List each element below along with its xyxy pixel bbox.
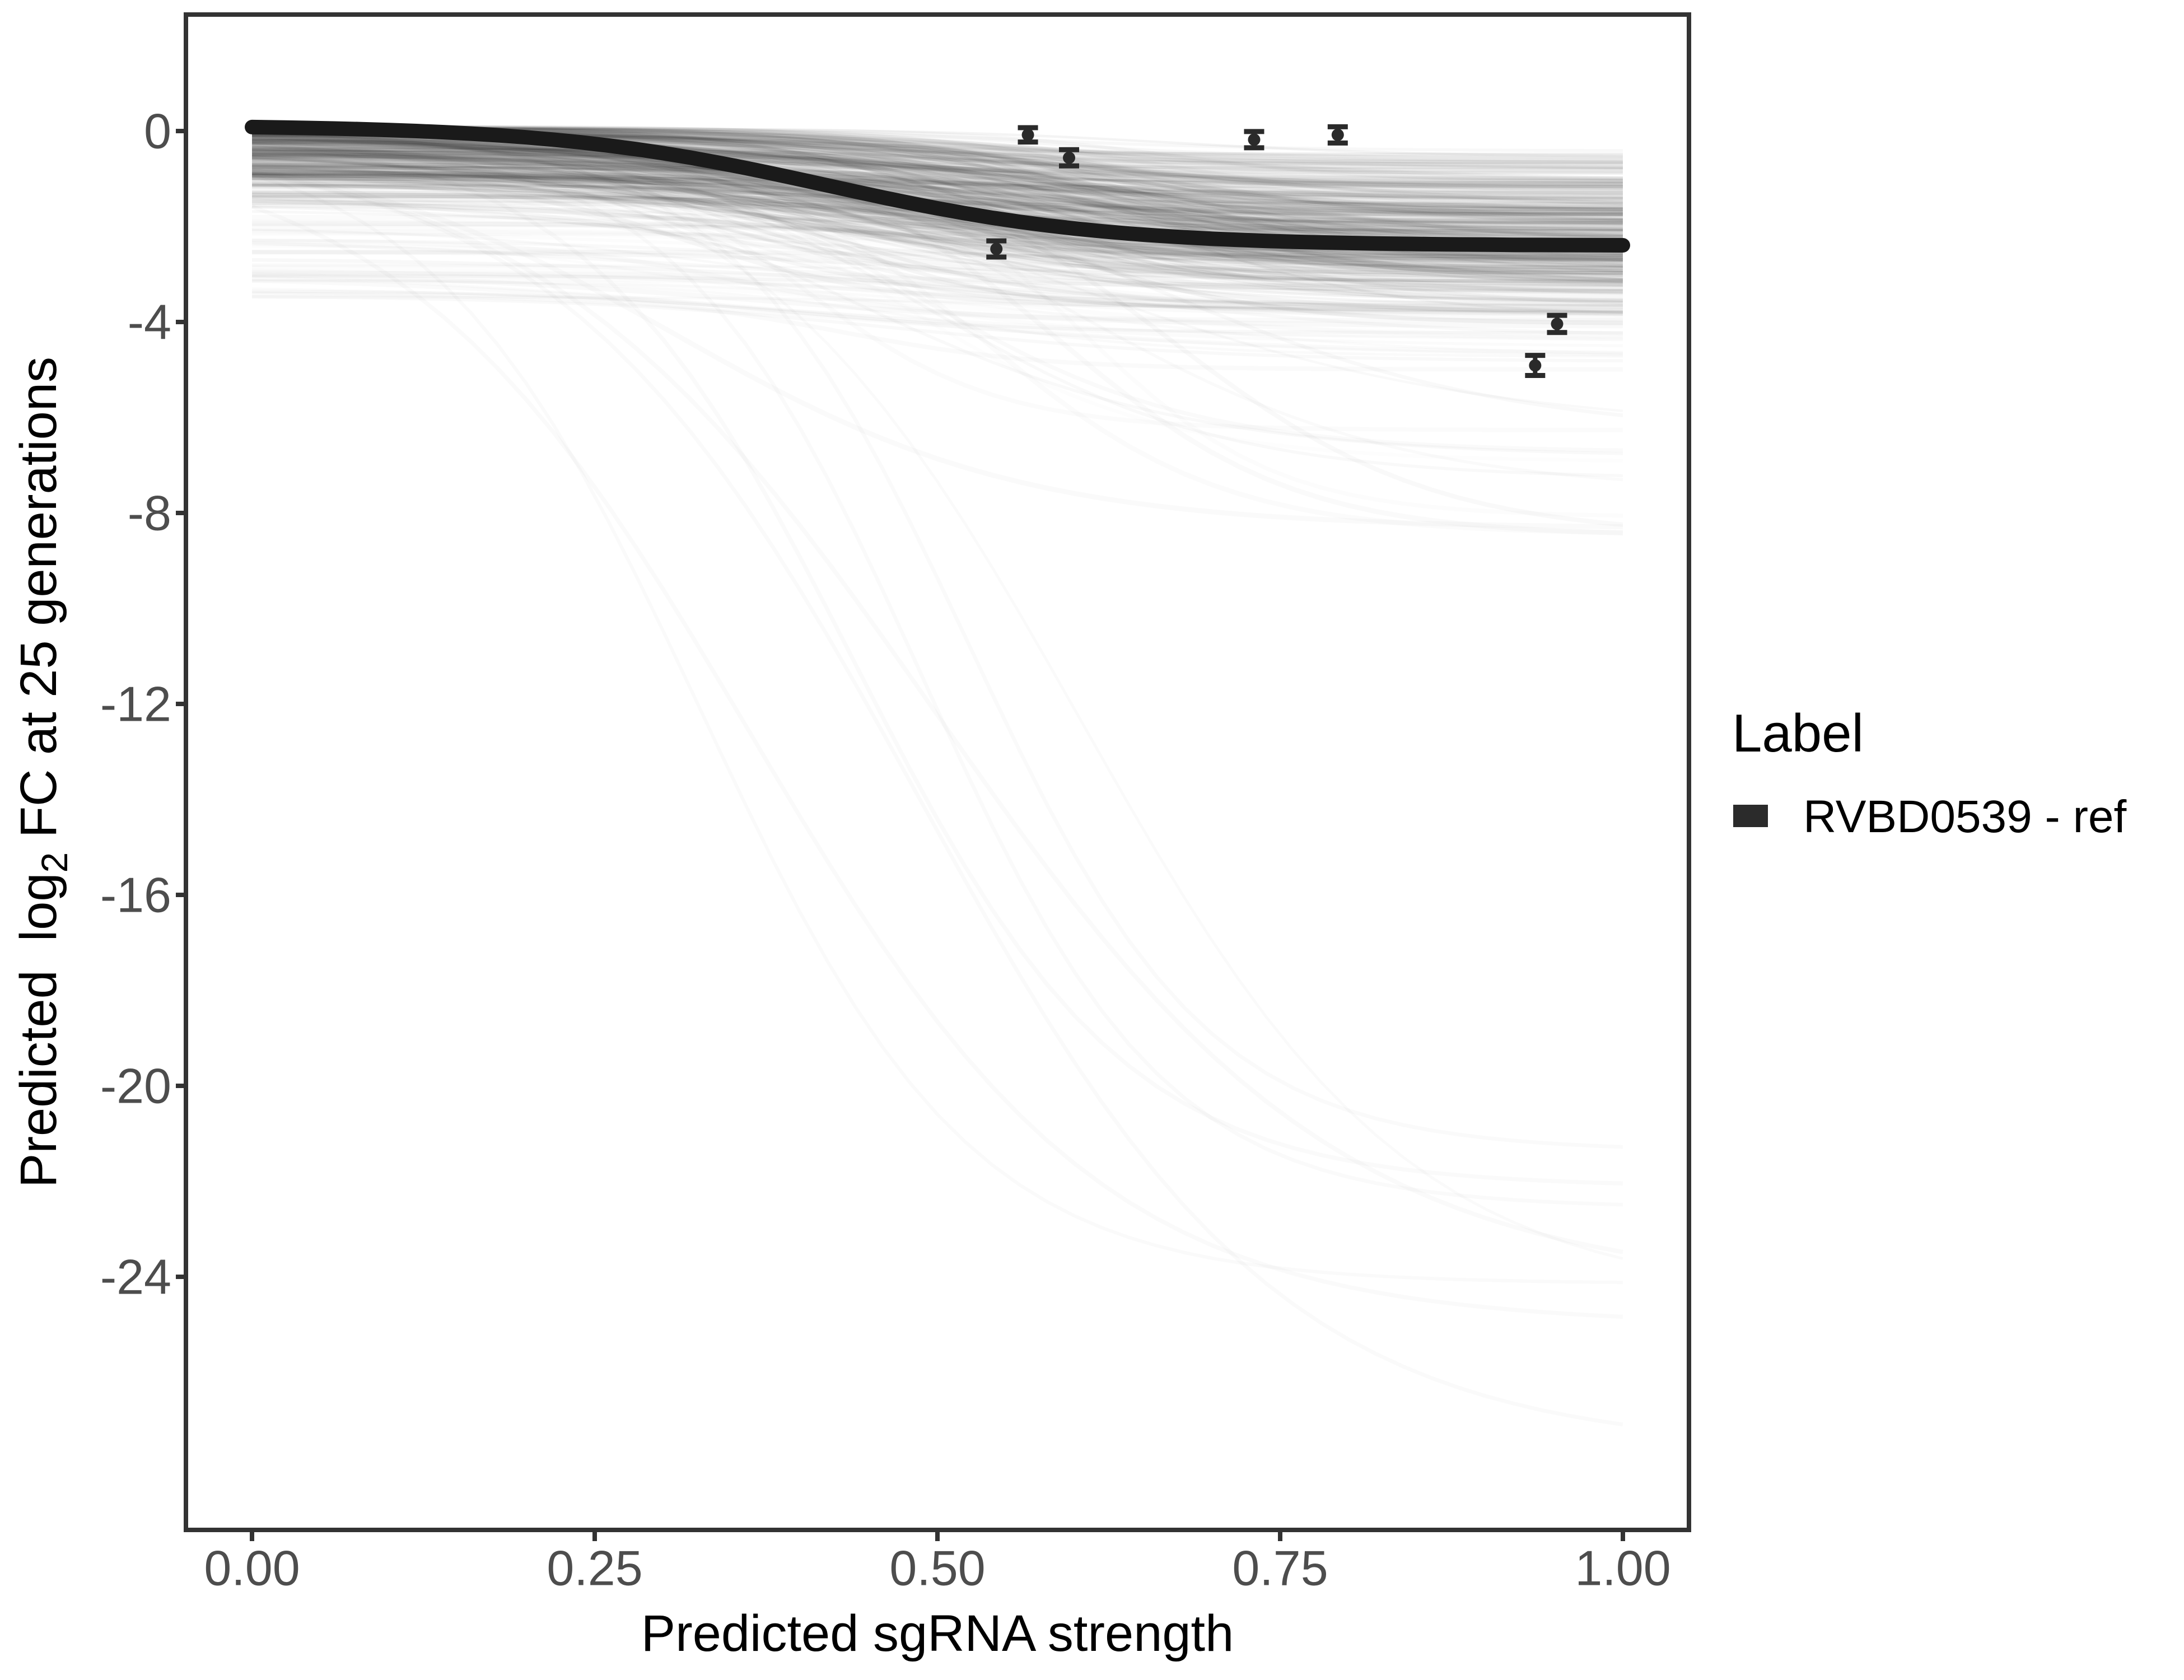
ensemble-curve <box>251 183 1623 234</box>
data-points <box>986 124 1567 378</box>
ensemble-curve <box>251 165 1623 283</box>
ensemble-curve <box>252 152 1623 195</box>
ensemble-curve <box>251 146 1623 248</box>
ensemble-curve <box>251 173 1623 207</box>
x-tick-label: 0.75 <box>1232 1541 1328 1596</box>
ensemble-curve <box>251 156 1623 287</box>
reference-curve <box>245 119 1630 253</box>
data-point-marker <box>1331 128 1344 141</box>
ensemble-curve <box>251 181 1623 239</box>
y-axis-title: Predicted log2 FC at 25 generations <box>10 357 75 1188</box>
ensemble-curve <box>251 168 1623 302</box>
data-point-marker <box>1063 151 1076 164</box>
ensemble-curve <box>251 152 1623 188</box>
ensemble-curve <box>251 150 1623 263</box>
ensemble-curve <box>251 155 1623 287</box>
error-bar-point <box>1018 125 1038 145</box>
ensemble-curve <box>251 160 1623 303</box>
data-point-marker <box>990 242 1003 255</box>
error-bar-point <box>1059 147 1080 169</box>
x-axis-title: Predicted sgRNA strength <box>641 1605 1234 1662</box>
ensemble-curve <box>251 162 1623 291</box>
y-tick-label: -4 <box>128 295 171 350</box>
y-axis-title-suffix: FC at 25 generations <box>10 357 67 852</box>
ensemble-curve <box>251 183 1623 269</box>
ensemble-curve <box>252 176 1623 325</box>
ensemble-curve <box>251 136 1623 239</box>
ensemble-curve <box>251 169 1623 282</box>
ensemble-curve <box>251 150 1623 218</box>
x-tick-label: 1.00 <box>1575 1541 1670 1596</box>
legend: Label RVBD0539 - ref <box>1732 703 2127 842</box>
ensemble-curve <box>251 176 1623 223</box>
error-bar-point <box>1525 353 1546 378</box>
y-tick-label: -12 <box>100 676 171 732</box>
y-tick-label: -20 <box>100 1058 171 1114</box>
y-tick-label: -8 <box>128 486 171 541</box>
ensemble-curve <box>252 161 1623 209</box>
data-point-marker <box>1529 359 1542 372</box>
y-tick-label: -16 <box>100 867 171 923</box>
ensemble-curve <box>251 157 1623 204</box>
y-tick-label: 0 <box>144 104 171 159</box>
x-axis: Predicted sgRNA strength 0.00 0.25 0.50 0.7… <box>204 1532 1671 1662</box>
y-axis-title-prefix: Predicted log <box>10 872 67 1188</box>
ensemble-curve <box>251 147 1623 281</box>
y-tick-label: -24 <box>100 1249 171 1305</box>
ensemble-curve <box>251 158 1623 215</box>
ensemble-curve <box>251 147 1623 184</box>
ensemble-curve <box>251 151 1623 221</box>
ensemble-curve <box>252 176 1623 214</box>
ensemble-curve <box>251 166 1623 316</box>
ensemble-curve <box>251 172 1623 273</box>
ensemble-curve <box>251 162 1623 211</box>
ensemble-curve <box>251 167 1623 239</box>
error-bar-point <box>1327 124 1348 146</box>
x-tick-label: 0.00 <box>204 1541 300 1596</box>
ensemble-curve <box>251 146 1623 242</box>
ensemble-curve <box>251 198 1623 268</box>
ensemble-curve <box>251 152 1623 209</box>
ensemble-curve <box>251 156 1623 226</box>
ensemble-curve <box>252 148 1623 191</box>
data-point-marker <box>1021 128 1034 141</box>
legend-entry-label: RVBD0539 - ref <box>1803 791 2127 842</box>
error-bar-point <box>1244 129 1264 151</box>
legend-key-line-swatch <box>1733 805 1768 827</box>
data-point-marker <box>1551 318 1564 330</box>
ensemble-curve <box>251 164 1623 214</box>
ensemble-curve <box>251 144 1623 283</box>
ensemble-curve <box>252 164 1623 216</box>
legend-title: Label <box>1732 703 1864 763</box>
ensemble-curve <box>251 137 1623 200</box>
data-point-marker <box>1248 133 1261 146</box>
ensemble-curve <box>251 167 1623 272</box>
y-axis-title-subscript: 2 <box>34 852 75 873</box>
ensemble-curve <box>251 169 1623 231</box>
ensemble-curve <box>251 137 1623 241</box>
panel-border <box>184 12 1691 1532</box>
ensemble-curve <box>251 175 1623 260</box>
error-bar-point <box>1547 312 1567 335</box>
error-bar-point <box>986 238 1007 260</box>
y-axis: Predicted log2 FC at 25 generations 0 -4 -… <box>10 104 184 1305</box>
ensemble-curve <box>252 155 1623 211</box>
ensemble-curve <box>251 193 1623 284</box>
legend-entry: RVBD0539 - ref <box>1733 791 2127 842</box>
ensemble-curve <box>252 155 1623 183</box>
x-tick-label: 0.25 <box>547 1541 642 1596</box>
ensemble-curve <box>251 131 1623 274</box>
x-tick-label: 0.50 <box>889 1541 985 1596</box>
ensemble-curve <box>251 202 1623 231</box>
ensemble-curve <box>251 163 1623 245</box>
